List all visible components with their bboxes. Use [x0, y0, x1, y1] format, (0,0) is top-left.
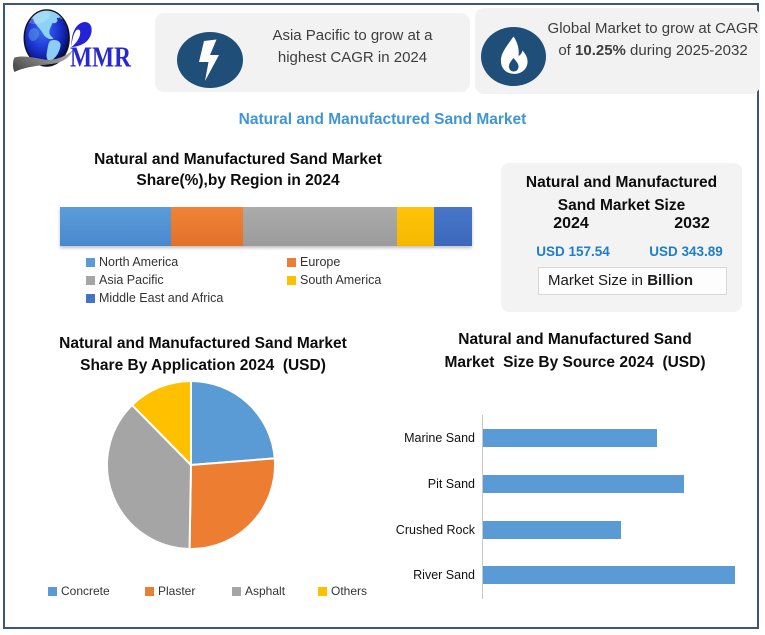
svg-text:MMR: MMR — [70, 43, 132, 74]
